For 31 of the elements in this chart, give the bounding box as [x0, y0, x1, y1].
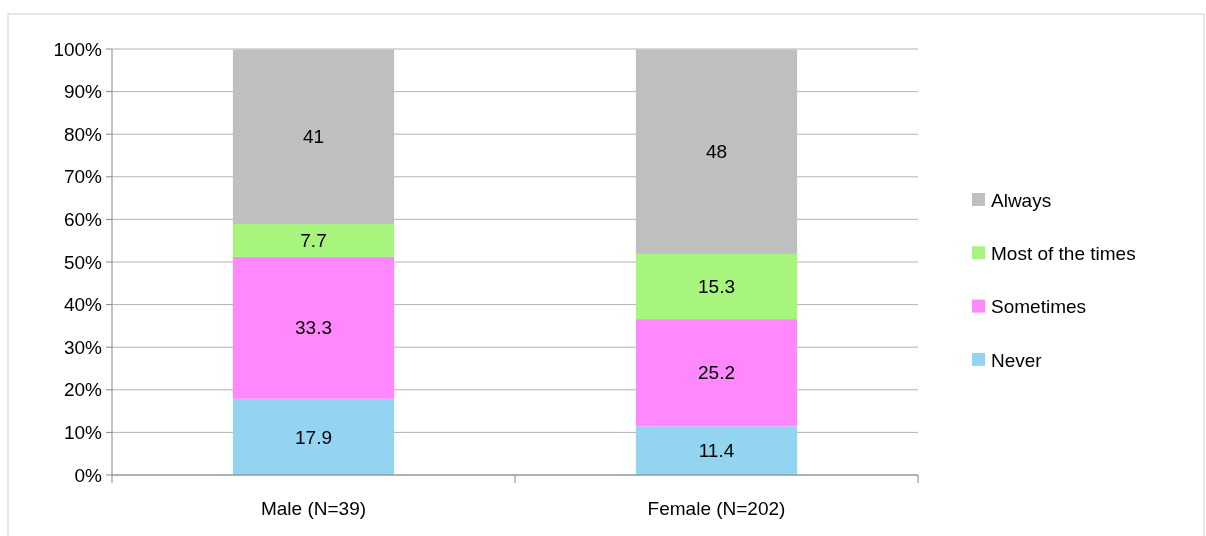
y-tick-label: 80% [63, 123, 103, 145]
data-label: 41 [302, 126, 325, 148]
y-tick-label: 50% [63, 251, 103, 273]
legend-label: Never [991, 349, 1043, 371]
y-tick-label: 0% [74, 464, 103, 486]
y-tick-label: 70% [63, 166, 103, 188]
y-tick-label: 100% [53, 38, 103, 60]
data-label: 33.3 [295, 317, 332, 339]
data-label: 15.3 [698, 276, 735, 298]
y-tick-label: 60% [63, 209, 103, 231]
y-tick-label: 20% [63, 379, 103, 401]
data-label: 11.4 [698, 440, 735, 462]
bar [635, 253, 798, 320]
bar [635, 426, 798, 475]
data-label: 25.2 [698, 362, 735, 384]
data-label: 7.7 [300, 230, 327, 252]
y-tick-label: 40% [63, 294, 103, 316]
bar [635, 319, 798, 427]
legend-label: Sometimes [991, 296, 1087, 318]
bar [232, 256, 395, 399]
x-tick-label: Female (N=202) [647, 498, 786, 519]
y-tick-label: 90% [63, 81, 103, 103]
legend-label: Most of the times [991, 242, 1136, 264]
data-label: 48 [705, 141, 728, 163]
y-tick-label: 30% [63, 336, 103, 358]
bar [232, 224, 395, 257]
x-tick-label: Male (N=39) [260, 498, 367, 519]
y-tick-label: 10% [63, 422, 103, 444]
data-label: 17.9 [295, 426, 332, 448]
legend-label: Always [991, 189, 1052, 211]
bar [232, 398, 395, 475]
